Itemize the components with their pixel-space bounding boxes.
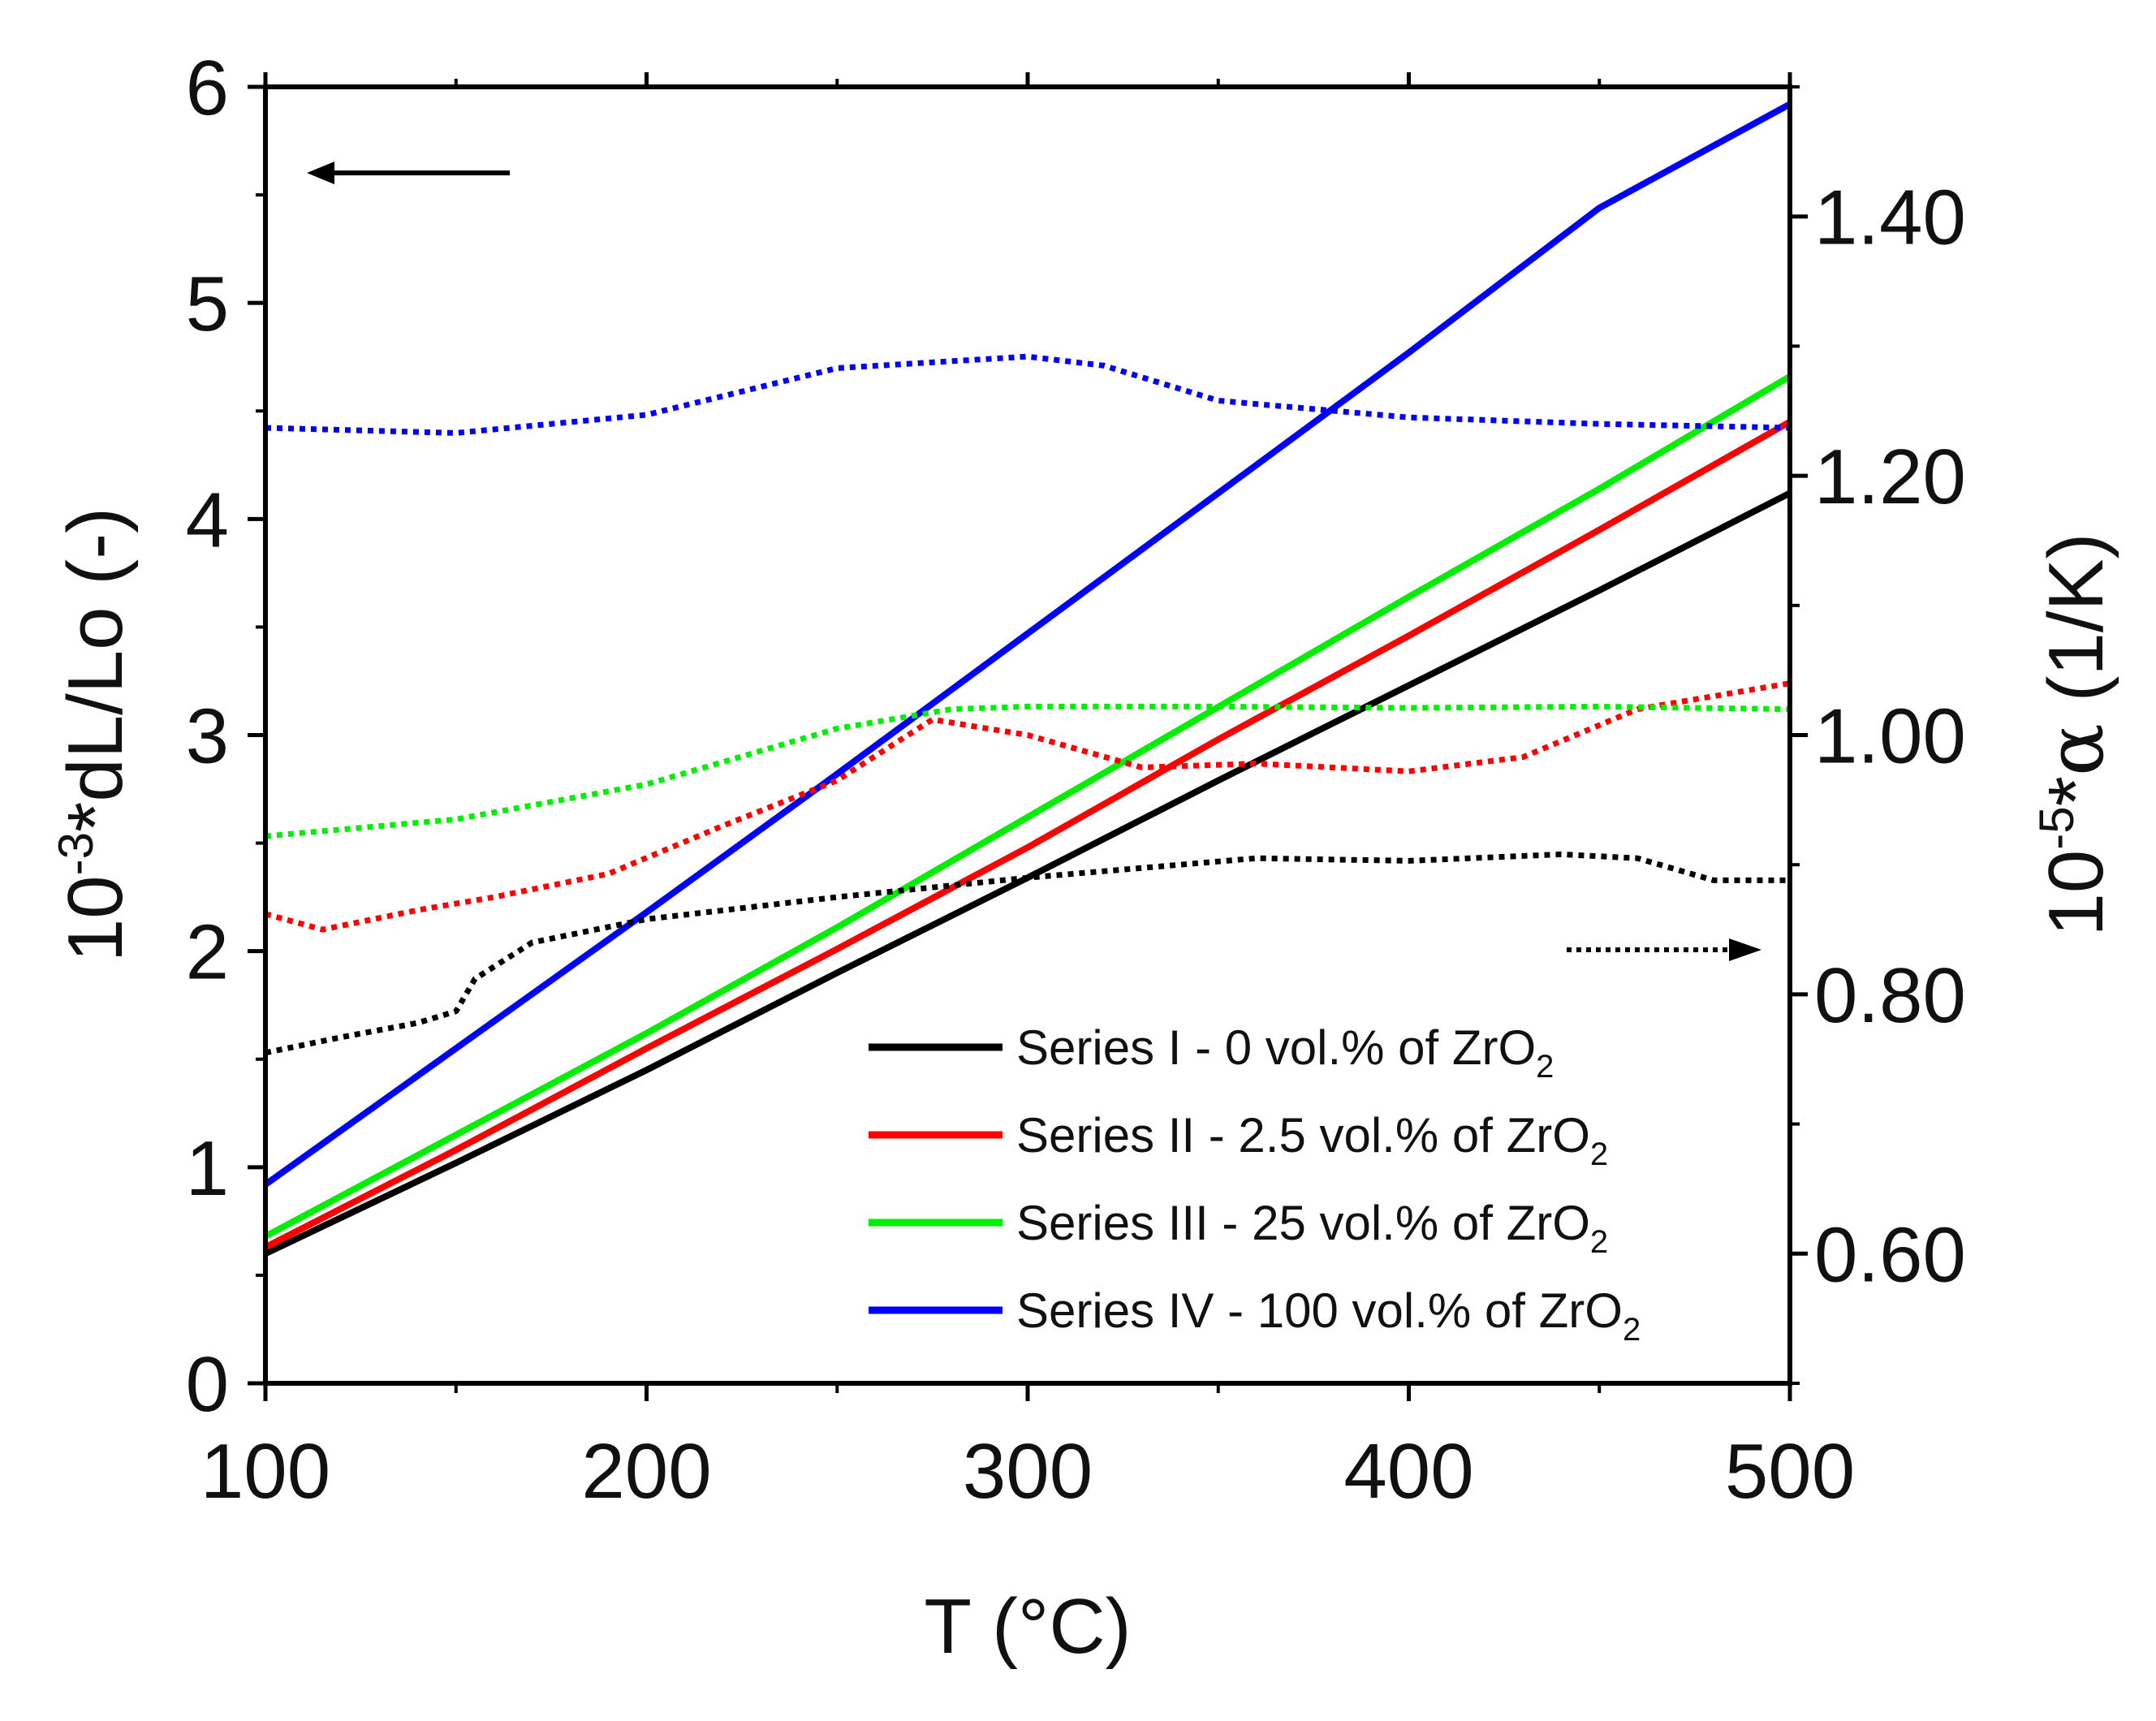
plot-lines bbox=[263, 101, 1792, 1257]
y-tick-label: 5 bbox=[186, 261, 229, 347]
series-line-II bbox=[264, 419, 1792, 1250]
alpha-line-IV bbox=[265, 353, 1791, 436]
x-tick-label: 500 bbox=[1725, 1428, 1855, 1515]
y-tick-label: 4 bbox=[186, 477, 229, 563]
y2-tick-label: 0.60 bbox=[1814, 1211, 1966, 1298]
left-axis-arrow bbox=[307, 162, 510, 184]
alpha-line-III bbox=[265, 703, 1791, 839]
legend-label-II: Series II - 2.5 vol.% of ZrO2 bbox=[1016, 1108, 1608, 1172]
legend-label-III: Series III - 25 vol.% of ZrO2 bbox=[1016, 1196, 1608, 1260]
axis-ticks: 100 200 300 400 500 0 1 2 3 4 5 6 0.60 0.80 1.00 1.20 1.… bbox=[186, 45, 1966, 1515]
y2-tick-label: 0.80 bbox=[1814, 952, 1966, 1039]
y-tick-label: 2 bbox=[186, 909, 229, 996]
y-tick-label: 3 bbox=[186, 693, 229, 780]
alpha-line-II bbox=[265, 680, 1791, 933]
y2-tick-label: 1.00 bbox=[1814, 693, 1966, 780]
legend-label-I: Series I - 0 vol.% of ZrO2 bbox=[1016, 1020, 1554, 1085]
x-tick-label: 400 bbox=[1343, 1428, 1473, 1515]
series-line-IV bbox=[263, 101, 1792, 1188]
series-line-III bbox=[264, 373, 1792, 1240]
legend: Series I - 0 vol.% of ZrO2 Series II - 2.… bbox=[869, 1020, 1641, 1348]
x-tick-label: 100 bbox=[201, 1428, 330, 1515]
y-tick-label: 0 bbox=[186, 1341, 229, 1428]
y-axis-label: 10-3*dL/Lo (-) bbox=[49, 507, 139, 962]
x-tick-label: 200 bbox=[581, 1428, 711, 1515]
y-tick-label: 1 bbox=[186, 1125, 229, 1212]
x-axis-label: T (°C) bbox=[924, 1583, 1131, 1670]
y2-axis-label: 10-5*α (1/K) bbox=[2029, 533, 2121, 936]
legend-label-IV: Series IV - 100 vol.% of ZrO2 bbox=[1016, 1283, 1641, 1348]
x-tick-label: 300 bbox=[963, 1428, 1093, 1515]
y2-tick-label: 1.20 bbox=[1814, 433, 1966, 520]
y-tick-label: 6 bbox=[186, 45, 229, 132]
y2-tick-label: 1.40 bbox=[1814, 175, 1966, 261]
right-axis-arrow bbox=[1567, 938, 1761, 961]
